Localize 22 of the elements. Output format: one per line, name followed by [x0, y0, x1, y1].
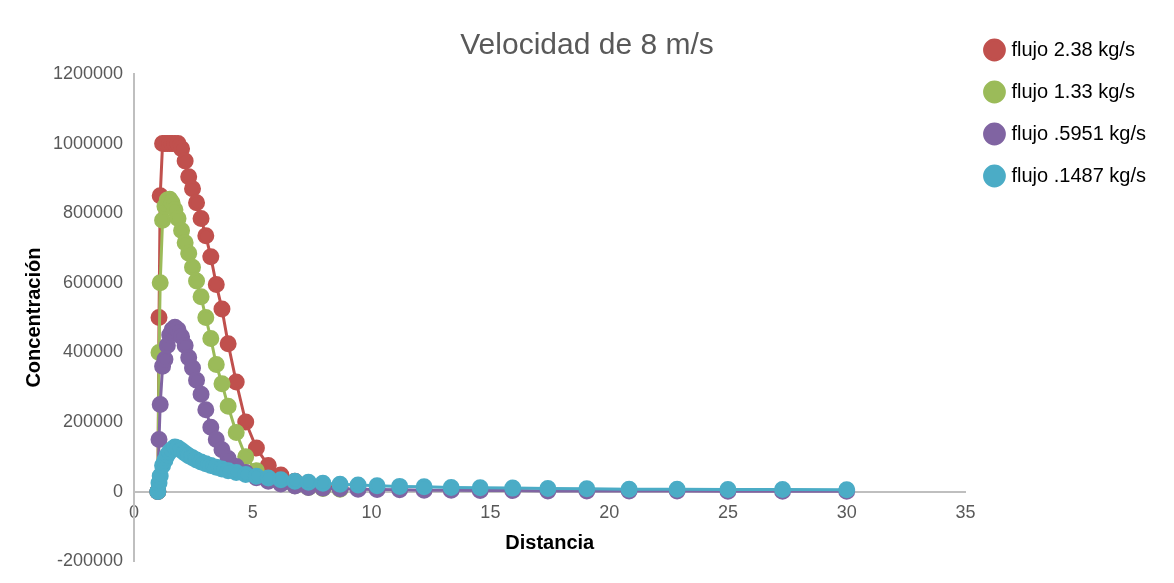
legend-label: flujo 1.33 kg/s	[1011, 79, 1135, 102]
legend-label: flujo .5951 kg/s	[1011, 121, 1146, 144]
x-tick-label: 15	[480, 502, 501, 523]
x-tick-label: 10	[361, 502, 382, 523]
legend-label: flujo .1487 kg/s	[1011, 163, 1146, 186]
x-tick-label: 35	[955, 502, 976, 523]
y-tick-label: 1000000	[53, 132, 124, 153]
x-tick-label: 25	[717, 502, 738, 523]
x-axis-title: Distancia	[505, 530, 596, 553]
y-tick-label: 600000	[63, 271, 124, 292]
x-tick-label: 30	[836, 502, 857, 523]
y-tick-label: -200000	[57, 550, 124, 571]
x-tick-label: 5	[247, 502, 258, 523]
x-tick-label: 20	[599, 502, 620, 523]
y-tick-label: 800000	[63, 202, 124, 223]
chart-title: Velocidad de 8 m/s	[460, 27, 714, 61]
y-tick-label: 200000	[63, 410, 124, 431]
y-tick-label: 400000	[63, 341, 124, 362]
y-axis-title: Concentración	[21, 247, 44, 388]
y-tick-label: 0	[113, 480, 124, 501]
legend-label: flujo 2.38 kg/s	[1011, 37, 1135, 60]
y-tick-label: 1200000	[53, 62, 124, 83]
